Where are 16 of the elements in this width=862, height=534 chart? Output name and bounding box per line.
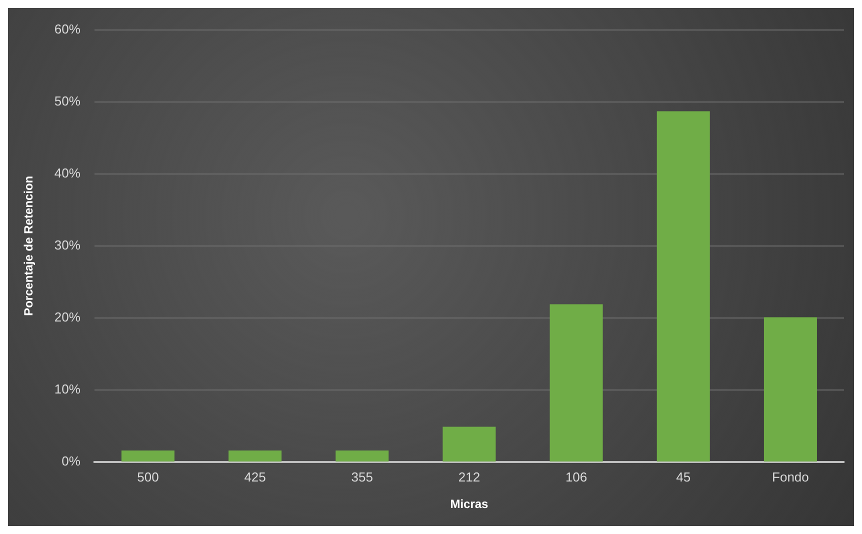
x-tick-label: 500 <box>137 469 159 484</box>
x-tick-label: 212 <box>458 469 480 484</box>
x-tick-label: 106 <box>565 469 588 484</box>
y-tick-label: 20% <box>54 310 81 325</box>
y-tick-label: 40% <box>54 165 81 180</box>
x-axis-title: Micras <box>450 497 489 512</box>
x-tick-label: 355 <box>351 469 373 484</box>
y-tick-label: 30% <box>54 237 81 252</box>
x-tick-label: 425 <box>244 469 266 484</box>
y-tick-label: 50% <box>54 93 81 108</box>
y-tick-label: 10% <box>54 382 81 397</box>
y-tick-label: 0% <box>62 454 81 469</box>
x-tick-label: Fondo <box>772 469 809 484</box>
y-axis-title: Porcentaje de Retencion <box>22 176 36 316</box>
x-tick-label: 45 <box>676 469 691 484</box>
y-tick-label: 60% <box>54 21 81 36</box>
